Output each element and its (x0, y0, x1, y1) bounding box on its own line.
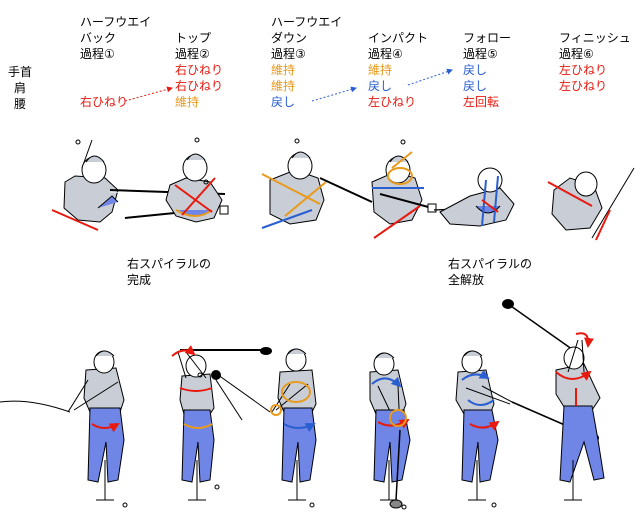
phase-4-name: インパクト (368, 31, 429, 45)
caption-spiral-complete-line1: 右スパイラルの (127, 257, 212, 271)
phase-1-name-line1: ハーフウエイ (80, 15, 152, 29)
phase-5-name: フォロー (463, 31, 512, 45)
front-figure-5 (455, 350, 599, 508)
phase-5-wrist: 戻し (463, 63, 488, 77)
phase-2-hip: 維持 (175, 95, 200, 109)
caption-spiral-release-line1: 右スパイラルの (448, 257, 533, 271)
arrow-phase4-to-phase5 (407, 68, 453, 86)
phase-3-name-line2: ダウン (271, 31, 308, 45)
phase-6-wrist: 左ひねり (559, 63, 608, 77)
front-figure-1 (0, 350, 128, 508)
phase-5-shoulder: 戻し (463, 79, 488, 93)
front-figure-4 (369, 352, 411, 510)
arrow-phase3-to-phase4 (311, 86, 357, 102)
phase-2-wrist: 右ひねり (175, 63, 224, 77)
row-label-hip: 腰 (14, 97, 27, 111)
phase-6-step: 過程⑥ (559, 47, 594, 61)
topview-figure-4 (371, 139, 437, 239)
phase-6-shoulder: 左ひねり (559, 79, 608, 93)
phase-1-hip: 右ひねり (80, 95, 129, 109)
front-figure-6 (502, 299, 605, 501)
phase-3-name-line1: ハーフウエイ (271, 15, 343, 29)
phase-4-shoulder: 戻し (368, 79, 393, 93)
phase-2-name: トップ (175, 31, 212, 45)
phase-4-wrist: 維持 (368, 63, 393, 77)
topview-figure-1 (51, 139, 226, 231)
phase-5-hip: 左回転 (463, 95, 500, 109)
row-label-wrist: 手首 (8, 65, 33, 79)
transition-arrows (124, 68, 453, 102)
arrow-phase1-to-phase2 (124, 86, 173, 102)
topview-figure-6 (547, 167, 635, 241)
caption-spiral-release-line2: 全解放 (448, 273, 485, 287)
phase-4-hip: 左ひねり (368, 95, 417, 109)
topview-figure-5 (433, 167, 515, 227)
phase-2-step: 過程② (175, 47, 210, 61)
topview-figure-3 (261, 138, 373, 229)
topview-figure-2 (124, 137, 229, 223)
phase-1-name-line2: バック (80, 31, 117, 45)
phase-6-name: フィニッシュ (559, 31, 631, 45)
row-label-shoulder: 肩 (14, 81, 27, 95)
front-figure-2 (171, 345, 272, 501)
phase-4-step: 過程④ (368, 47, 403, 61)
phase-3-hip: 戻し (271, 95, 296, 109)
phase-1-step: 過程① (80, 47, 115, 61)
phase-2-shoulder: 右ひねり (175, 79, 224, 93)
phase-3-wrist: 維持 (271, 63, 296, 77)
phase-3-step: 過程③ (271, 47, 306, 61)
caption-spiral-complete-line2: 完成 (127, 273, 152, 287)
phase-3-shoulder: 維持 (271, 79, 296, 93)
phase-5-step: 過程⑤ (463, 47, 498, 61)
front-figure-3 (213, 348, 317, 508)
